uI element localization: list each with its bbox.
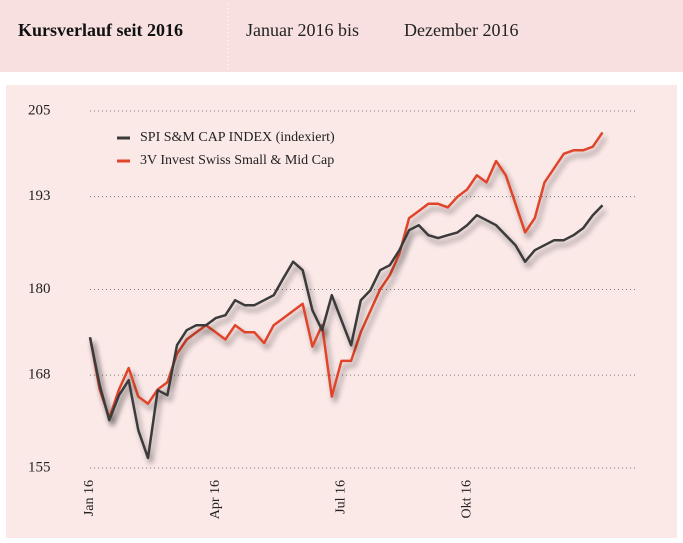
series-line [88, 204, 604, 460]
plot: 155 168 180 193 205 Jan 16 Apr 16 Jul 16 Okt 16 S… [28, 102, 635, 519]
header-title: Kursverlauf seit 2016 [18, 20, 183, 40]
header-range-from: Januar 2016 bis [246, 20, 359, 40]
legend-label: 3V Invest Swiss Small & Mid Cap [140, 153, 334, 168]
legend-label: SPI S&M CAP INDEX (indexiert) [140, 130, 335, 145]
y-tick-label: 168 [28, 367, 51, 383]
y-tick-label: 155 [28, 459, 51, 475]
chart-bg [6, 85, 677, 538]
x-tick-label: Okt 16 [459, 480, 474, 519]
y-tick-label: 205 [28, 102, 51, 118]
x-tick-label: Jan 16 [82, 480, 97, 516]
header-range-to: Dezember 2016 [404, 20, 518, 40]
header-bg [0, 0, 683, 72]
y-tick-label: 193 [28, 188, 51, 204]
x-tick-label: Jul 16 [334, 480, 349, 514]
x-tick-label: Apr 16 [208, 480, 223, 519]
y-tick-label: 180 [28, 281, 51, 297]
